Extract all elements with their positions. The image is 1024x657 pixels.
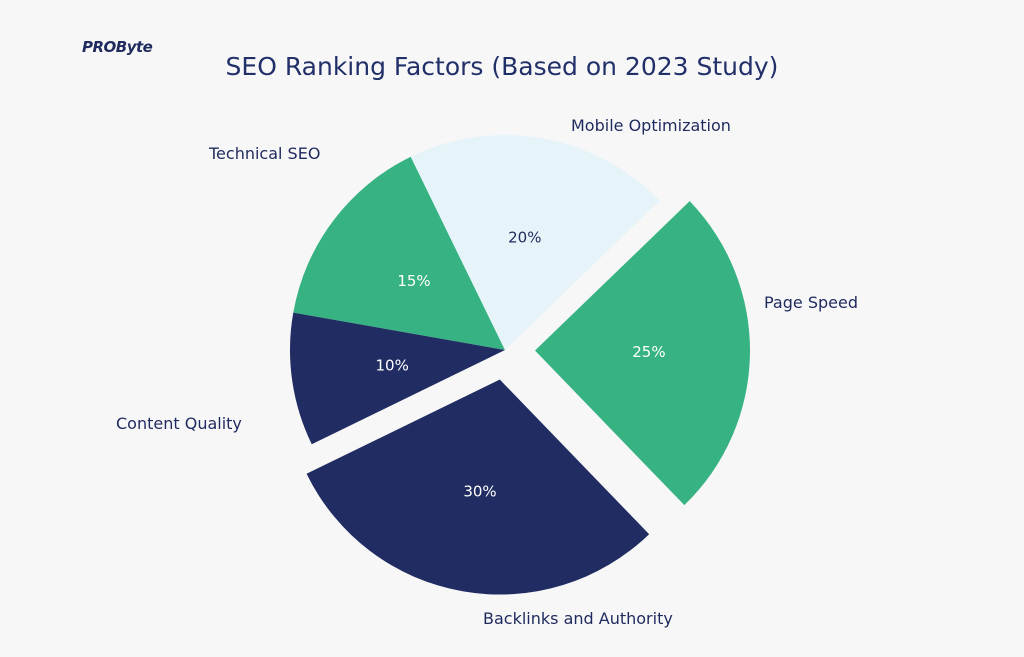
pie-slice-content-quality <box>306 379 650 595</box>
probyte-logo: PROByte <box>82 38 153 56</box>
pie-slice-technical-seo <box>290 312 505 445</box>
slice-value-label: 30% <box>463 482 496 500</box>
slice-value-label: 15% <box>397 272 430 290</box>
outer-label-mobile-optimization: Mobile Optimization <box>571 116 731 135</box>
pie-slice-backlinks-and-authority <box>534 201 750 506</box>
slice-value-label: 25% <box>632 343 665 361</box>
outer-label-technical-seo: Technical SEO <box>209 144 321 163</box>
pie-slice-page-speed <box>410 135 660 350</box>
outer-label-page-speed: Page Speed <box>764 293 858 312</box>
slice-value-label: 10% <box>375 356 408 374</box>
outer-label-content-quality: Content Quality <box>116 414 242 433</box>
chart-title: SEO Ranking Factors (Based on 2023 Study… <box>225 52 779 81</box>
pie-slice-mobile-optimization <box>293 156 505 350</box>
outer-label-backlinks-and-authority: Backlinks and Authority <box>483 609 673 628</box>
slice-value-label: 20% <box>508 228 541 246</box>
